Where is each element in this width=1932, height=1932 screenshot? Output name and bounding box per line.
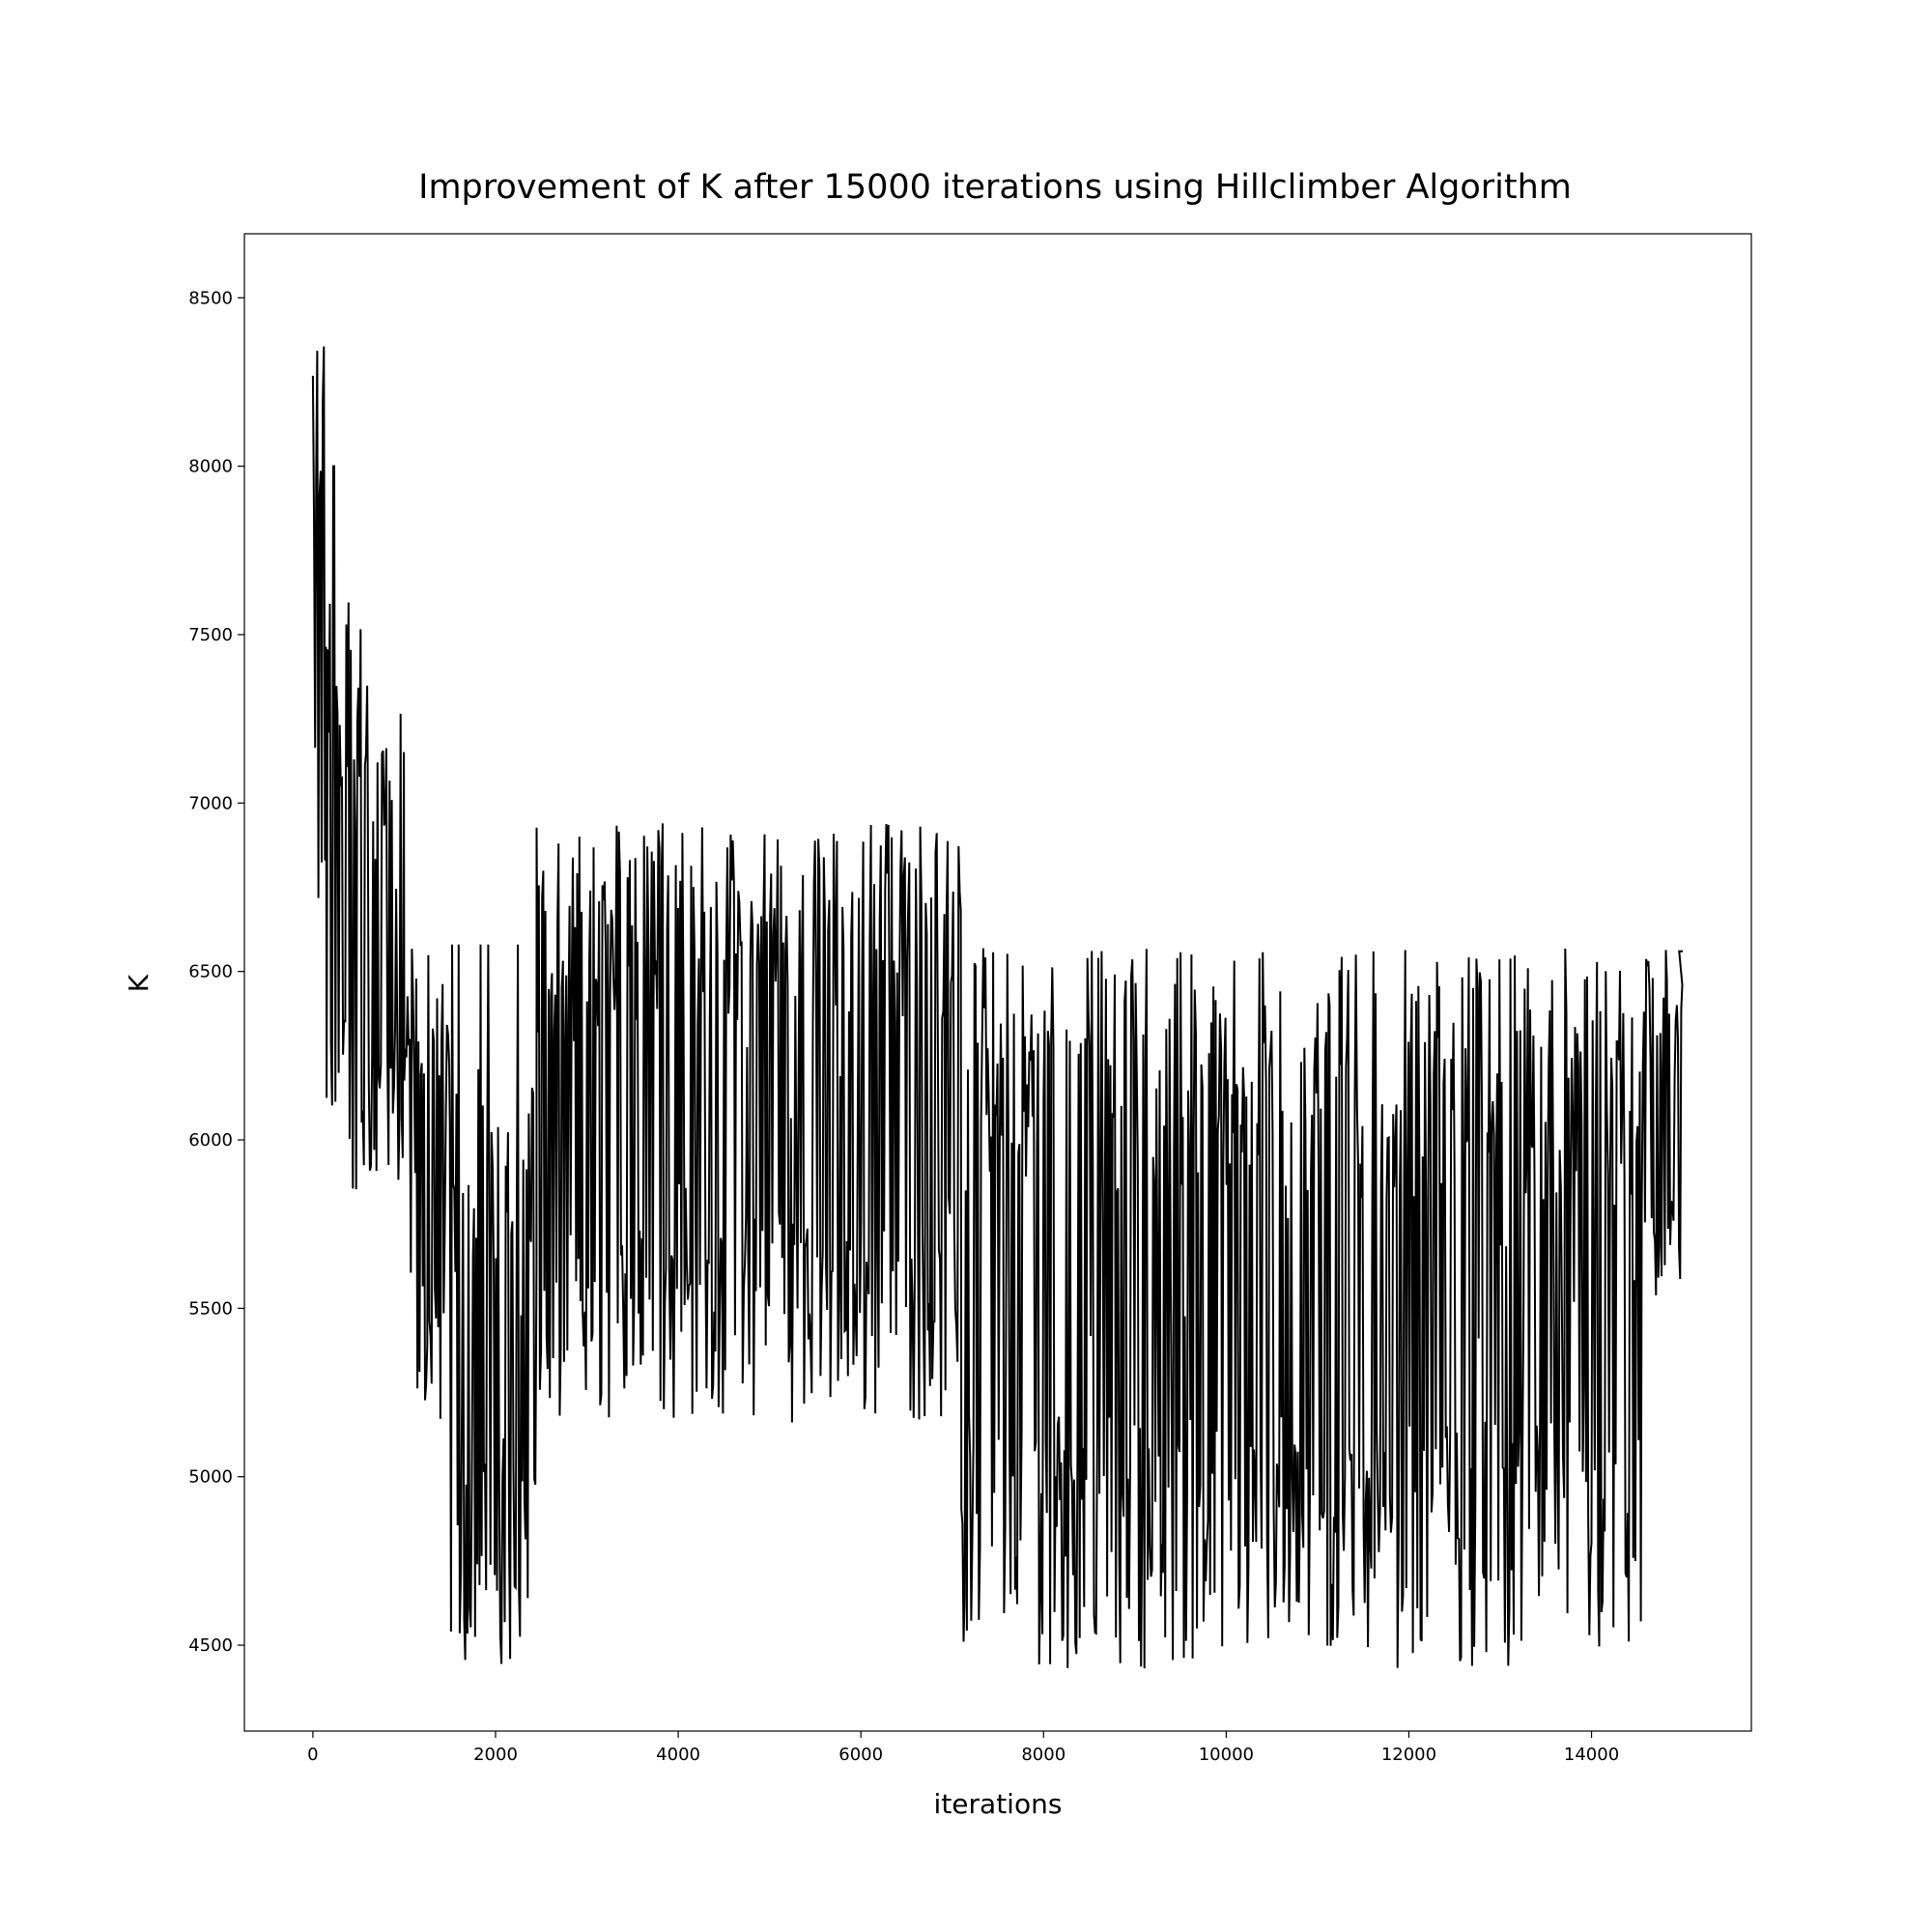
- x-axis-ticks: 0 2000 4000 6000 8000 10000 12000 14000: [307, 1731, 1619, 1765]
- x-tick-label: 14000: [1564, 1745, 1619, 1765]
- x-tick-label: 10000: [1199, 1745, 1254, 1765]
- series-line-k: [311, 346, 1684, 1669]
- y-tick-label: 5500: [188, 1298, 233, 1319]
- x-tick-label: 2000: [473, 1745, 518, 1765]
- y-tick-label: 7500: [188, 625, 233, 645]
- x-tick-label: 4000: [656, 1745, 700, 1765]
- y-tick-label: 6000: [188, 1130, 233, 1151]
- y-tick-label: 8000: [188, 457, 233, 477]
- y-tick-label: 4500: [188, 1635, 233, 1656]
- y-axis-label: K: [123, 974, 155, 992]
- y-tick-label: 5000: [188, 1467, 233, 1488]
- x-tick-label: 12000: [1381, 1745, 1436, 1765]
- chart-title: Improvement of K after 15000 iterations …: [418, 168, 1572, 207]
- plot-area-frame: [243, 233, 1752, 1732]
- x-tick-label: 6000: [838, 1745, 883, 1765]
- y-tick-label: 7000: [188, 793, 233, 813]
- x-tick-label: 0: [307, 1745, 318, 1765]
- y-axis-ticks: 4500 5000 5500 6000 6500 7000 7500 8000 8500: [188, 288, 244, 1656]
- x-tick-label: 8000: [1021, 1745, 1065, 1765]
- x-axis-label: iterations: [934, 1788, 1063, 1820]
- y-tick-label: 6500: [188, 962, 233, 982]
- y-tick-label: 8500: [188, 288, 233, 308]
- series-layer: [311, 346, 1684, 1669]
